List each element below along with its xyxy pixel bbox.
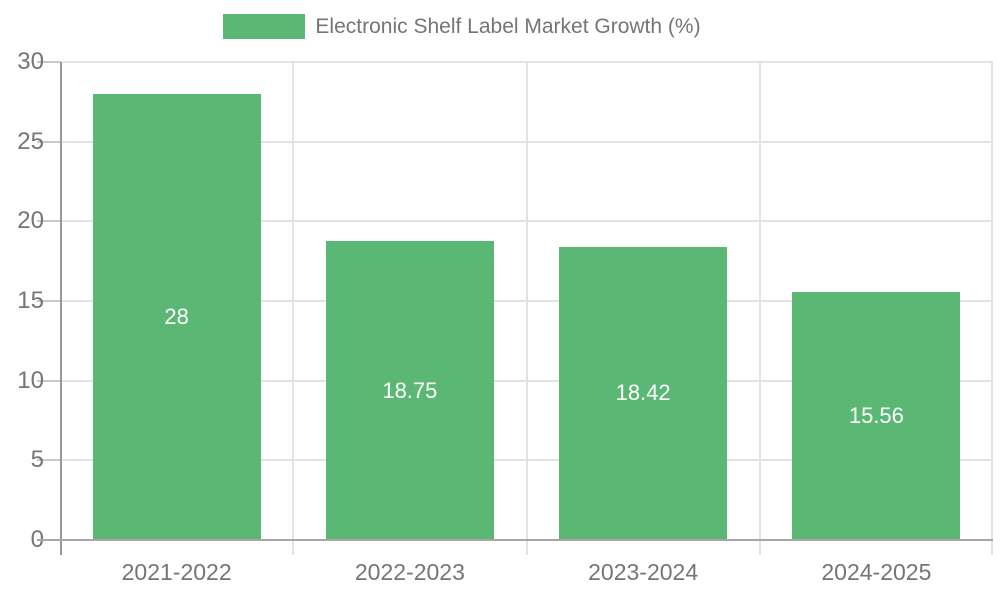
y-axis-tick-label: 5 [30, 446, 44, 474]
y-tick-mark [37, 220, 60, 223]
bar-2022-2023: 18.75 [325, 241, 494, 540]
bar-2021-2022: 28 [92, 93, 261, 540]
bar-2023-2024: 18.42 [559, 246, 728, 540]
gridline-x-separator [758, 62, 761, 555]
bar-value-label: 18.75 [382, 377, 438, 403]
y-tick-mark [37, 379, 60, 382]
x-axis-line [37, 539, 993, 541]
bar-value-label: 28 [164, 303, 189, 329]
bar-value-label: 15.56 [848, 403, 904, 429]
y-tick-mark [37, 459, 60, 462]
plot-area: 0 5 10 15 20 25 30 28 2021-2022 18.75 2022-2023 18.… [17, 50, 993, 584]
y-axis-tick-label: 20 [17, 207, 44, 235]
legend-swatch-icon [223, 14, 306, 39]
y-axis-tick-label: 25 [17, 127, 44, 155]
y-axis-line [60, 62, 62, 555]
y-axis-tick-label: 30 [17, 48, 44, 75]
legend: Electronic Shelf Label Market Growth (%) [0, 14, 962, 39]
x-axis-tick-label: 2022-2023 [354, 559, 465, 585]
bar-value-label: 18.42 [615, 380, 671, 406]
x-axis-tick-label: 2024-2025 [821, 559, 932, 585]
chart-title: Electronic Shelf Label Market Growth (%) [315, 14, 701, 38]
legend-item[interactable]: Electronic Shelf Label Market Growth (%) [223, 14, 701, 39]
y-tick-mark [37, 140, 60, 143]
gridline-x-separator [991, 62, 993, 555]
y-axis-tick-label: 10 [17, 366, 44, 394]
y-tick-mark [37, 300, 60, 302]
gridline-x-separator [525, 62, 528, 555]
gridline-x-separator [292, 62, 295, 555]
x-axis-tick-label: 2023-2024 [588, 559, 699, 585]
y-axis-tick-label: 15 [17, 287, 44, 314]
y-tick-mark [37, 61, 60, 63]
x-axis-tick-label: 2021-2022 [121, 559, 232, 585]
bar-2024-2025: 15.56 [792, 292, 961, 540]
